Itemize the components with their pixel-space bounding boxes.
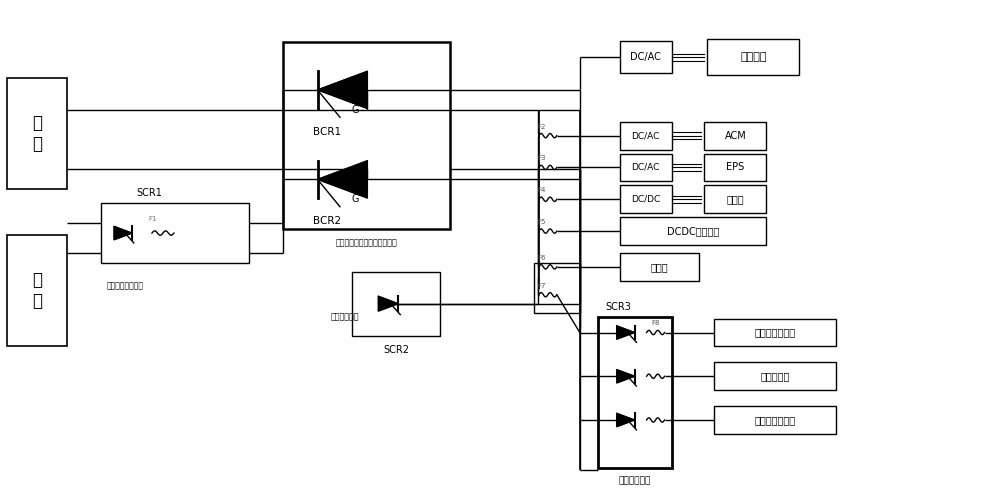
Text: DC/AC: DC/AC — [631, 163, 660, 172]
Bar — [714, 406, 836, 434]
Text: F7: F7 — [538, 283, 546, 289]
Text: DC/AC: DC/AC — [631, 131, 660, 140]
Text: F8: F8 — [651, 320, 660, 326]
Polygon shape — [617, 413, 635, 427]
Text: 主驱电机: 主驱电机 — [740, 52, 767, 62]
Text: 辅件上电回路: 辅件上电回路 — [619, 476, 651, 485]
Bar — [620, 185, 672, 213]
Text: EPS: EPS — [726, 163, 744, 172]
Text: G: G — [352, 194, 359, 204]
Polygon shape — [114, 226, 132, 240]
Text: SCR1: SCR1 — [136, 188, 162, 198]
Text: 电空调: 电空调 — [651, 262, 668, 272]
Text: F3: F3 — [538, 156, 546, 162]
Text: DCDC配电系统: DCDC配电系统 — [667, 226, 719, 236]
Text: F4: F4 — [538, 187, 546, 193]
Text: BCR2: BCR2 — [313, 216, 342, 226]
Text: DC/DC: DC/DC — [631, 195, 660, 204]
Text: BCR1: BCR1 — [313, 127, 342, 136]
Bar — [620, 217, 766, 245]
Text: F6: F6 — [538, 255, 546, 261]
Bar — [704, 154, 766, 181]
Bar — [620, 253, 699, 281]
Text: F5: F5 — [538, 219, 546, 225]
Text: 第二电除霜系统: 第二电除霜系统 — [755, 415, 796, 425]
Bar — [283, 42, 450, 229]
Bar — [707, 39, 799, 75]
Bar — [7, 235, 67, 347]
Bar — [704, 122, 766, 150]
Text: F2: F2 — [538, 124, 546, 130]
Text: SCR3: SCR3 — [606, 301, 632, 312]
Text: 空调上电回路: 空调上电回路 — [330, 312, 359, 321]
Bar — [7, 78, 67, 190]
Text: ACM: ACM — [724, 131, 746, 140]
Text: 电
池: 电 池 — [32, 114, 42, 153]
Text: 快
充: 快 充 — [32, 272, 42, 310]
Bar — [534, 263, 580, 313]
Text: 电加热系统: 电加热系统 — [761, 371, 790, 381]
Bar — [620, 41, 672, 73]
Text: 主驱预充回路、辅驱预充回路: 主驱预充回路、辅驱预充回路 — [335, 239, 397, 247]
Bar — [352, 272, 440, 336]
Bar — [620, 122, 672, 150]
Text: DC/AC: DC/AC — [630, 52, 661, 62]
Bar — [714, 319, 836, 347]
Text: 快充上电控制回路: 快充上电控制回路 — [107, 281, 144, 290]
Text: 蓄电池: 蓄电池 — [727, 194, 744, 204]
Bar — [704, 185, 766, 213]
Polygon shape — [378, 296, 398, 311]
Bar — [598, 317, 672, 468]
Text: 第一电除霜系统: 第一电除霜系统 — [755, 327, 796, 337]
Bar — [714, 362, 836, 390]
Polygon shape — [617, 326, 635, 339]
Text: SCR2: SCR2 — [383, 345, 409, 355]
Bar — [620, 154, 672, 181]
Text: F1: F1 — [149, 216, 157, 222]
Polygon shape — [318, 161, 367, 198]
Polygon shape — [617, 370, 635, 383]
Polygon shape — [318, 71, 367, 109]
Text: G: G — [352, 105, 359, 115]
Bar — [101, 203, 249, 263]
